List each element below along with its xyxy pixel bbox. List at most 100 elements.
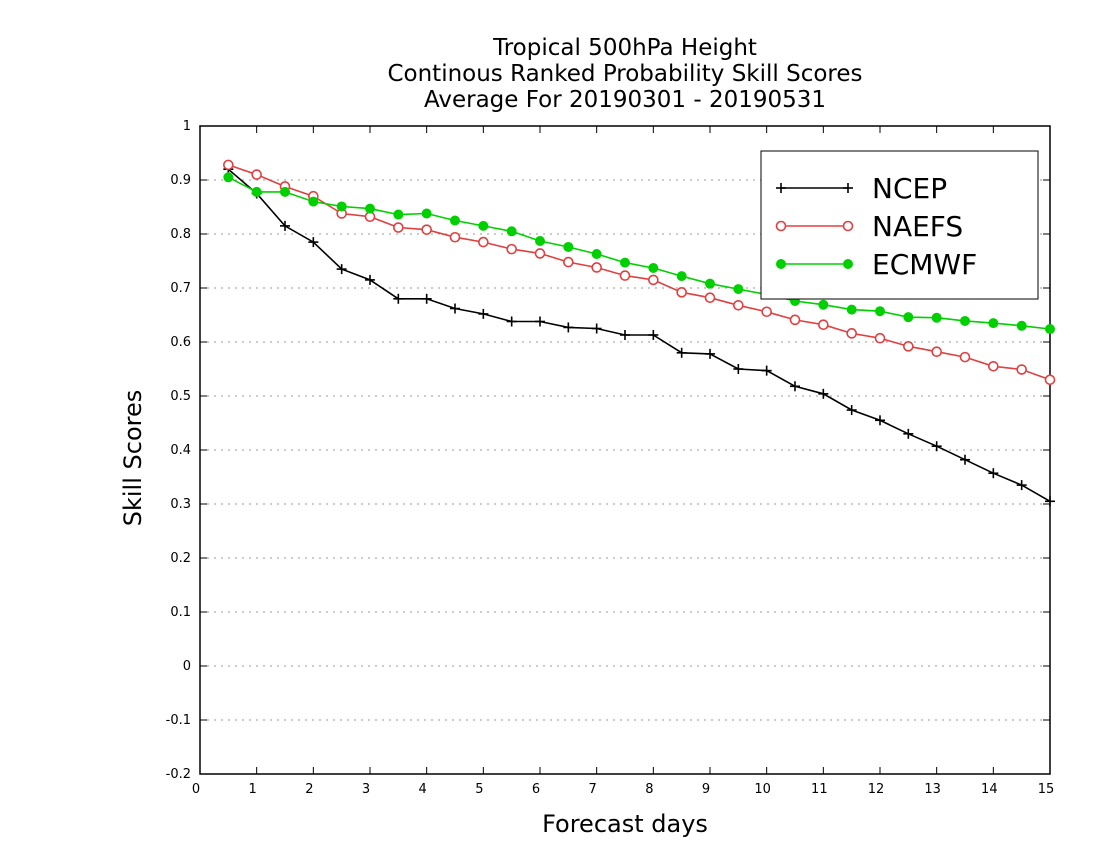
data-point-ecmwf <box>535 236 545 247</box>
data-point-naefs <box>704 292 716 304</box>
y-tick-label: -0.1 <box>166 713 191 728</box>
y-tick-label: 0.6 <box>170 335 191 350</box>
data-point-naefs <box>1016 364 1027 375</box>
data-point-ncep <box>535 316 545 327</box>
series-ncep <box>223 164 1055 507</box>
data-point-ecmwf <box>1016 320 1027 331</box>
legend-marker <box>842 220 854 232</box>
x-tick-label: 8 <box>645 782 653 797</box>
data-point-ecmwf <box>931 312 942 323</box>
data-series <box>223 159 1056 507</box>
data-point-ncep <box>591 323 602 334</box>
data-point-ncep <box>308 237 319 248</box>
data-point-naefs <box>478 236 489 248</box>
data-point-naefs <box>676 287 687 298</box>
data-point-ncep <box>705 348 715 359</box>
x-tick-label: 15 <box>1038 782 1055 797</box>
y-tick-label: 0.9 <box>170 173 191 188</box>
data-point-ncep <box>846 405 857 416</box>
y-tick-label: 0.5 <box>170 389 191 404</box>
data-point-ncep <box>1045 496 1055 507</box>
data-point-naefs <box>761 306 772 318</box>
data-point-ncep <box>1016 480 1027 491</box>
data-point-naefs <box>591 262 602 273</box>
chart-title-line-3: Average For 20190301 - 20190531 <box>423 87 827 113</box>
data-point-ncep <box>648 329 659 340</box>
legend-marker <box>843 259 853 269</box>
y-tick-label: 0.7 <box>170 281 191 296</box>
legend-marker <box>776 183 786 193</box>
y-tick-label: 1 <box>183 119 191 134</box>
data-point-ncep <box>761 365 772 376</box>
data-point-naefs <box>1044 374 1056 386</box>
data-point-naefs <box>874 332 886 344</box>
data-point-ecmwf <box>421 208 432 219</box>
data-point-ecmwf <box>875 306 885 317</box>
x-tick-label: 9 <box>702 782 710 797</box>
y-tick-label: 0.3 <box>170 497 191 512</box>
data-point-ecmwf <box>733 284 744 295</box>
x-tick-label: 11 <box>811 782 828 797</box>
data-point-ncep <box>563 322 574 333</box>
y-tick-label: 0.1 <box>170 605 191 620</box>
y-axis-ticks: -0.2 -0.1 0 0.1 0.2 0.3 0.4 0.5 0.6 0.7 0.8 0.9 1 <box>166 119 1050 782</box>
data-point-ecmwf <box>478 220 489 231</box>
x-tick-label: 13 <box>924 782 941 797</box>
data-point-naefs <box>563 256 574 268</box>
y-tick-label: 0.2 <box>170 551 191 566</box>
data-point-naefs <box>988 360 999 372</box>
data-point-ecmwf <box>1045 324 1055 335</box>
data-point-naefs <box>959 351 971 363</box>
data-point-ncep <box>960 454 970 465</box>
series-ecmwf <box>223 172 1055 335</box>
legend-entry-naefs: NAEFS <box>775 210 963 243</box>
data-point-ecmwf <box>818 299 829 310</box>
data-point-ncep <box>393 293 404 304</box>
data-point-ncep <box>280 220 290 231</box>
data-point-naefs <box>789 314 801 326</box>
data-point-ecmwf <box>280 186 290 197</box>
legend-entry-ncep: NCEP <box>776 172 947 205</box>
data-point-ecmwf <box>988 318 999 329</box>
x-tick-label: 3 <box>362 782 370 797</box>
data-point-naefs <box>449 231 461 243</box>
data-point-ecmwf <box>251 186 262 197</box>
data-point-ncep <box>931 441 942 452</box>
x-tick-label: 0 <box>192 782 200 797</box>
legend-marker <box>843 183 853 193</box>
data-point-ncep <box>676 347 687 358</box>
legend-box <box>760 150 1039 300</box>
x-tick-label: 4 <box>419 782 427 797</box>
data-point-naefs <box>619 270 631 281</box>
data-point-ecmwf <box>223 172 234 183</box>
data-point-naefs <box>733 299 744 311</box>
data-point-naefs <box>903 341 914 352</box>
legend: NCEP NAEFS ECMWF <box>760 150 1039 300</box>
data-point-ecmwf <box>393 209 404 220</box>
series-line-ncep <box>227 168 1051 502</box>
data-point-ncep <box>903 428 914 439</box>
data-point-ecmwf <box>563 241 574 252</box>
data-point-ecmwf <box>591 248 602 259</box>
data-point-naefs <box>251 169 262 180</box>
data-point-ecmwf <box>676 271 687 282</box>
data-point-ncep <box>450 303 460 314</box>
data-point-ncep <box>478 308 489 319</box>
data-point-naefs <box>393 222 404 233</box>
data-point-ecmwf <box>903 312 914 323</box>
data-point-naefs <box>846 328 857 339</box>
data-point-ecmwf <box>450 215 460 226</box>
data-point-ncep <box>988 468 999 479</box>
chart-title-line-2: Continous Ranked Probability Skill Score… <box>387 61 863 87</box>
y-tick-label: 0 <box>183 659 191 674</box>
x-axis-label: Forecast days <box>542 810 708 838</box>
legend-marker <box>776 259 786 269</box>
data-point-ncep <box>421 293 432 304</box>
x-tick-label: 1 <box>249 782 257 797</box>
chart-title-line-1: Tropical 500hPa Height <box>493 35 757 61</box>
x-tick-label: 2 <box>305 782 313 797</box>
data-point-ncep <box>875 415 885 426</box>
legend-label: NCEP <box>872 172 947 205</box>
data-point-ncep <box>620 329 630 340</box>
